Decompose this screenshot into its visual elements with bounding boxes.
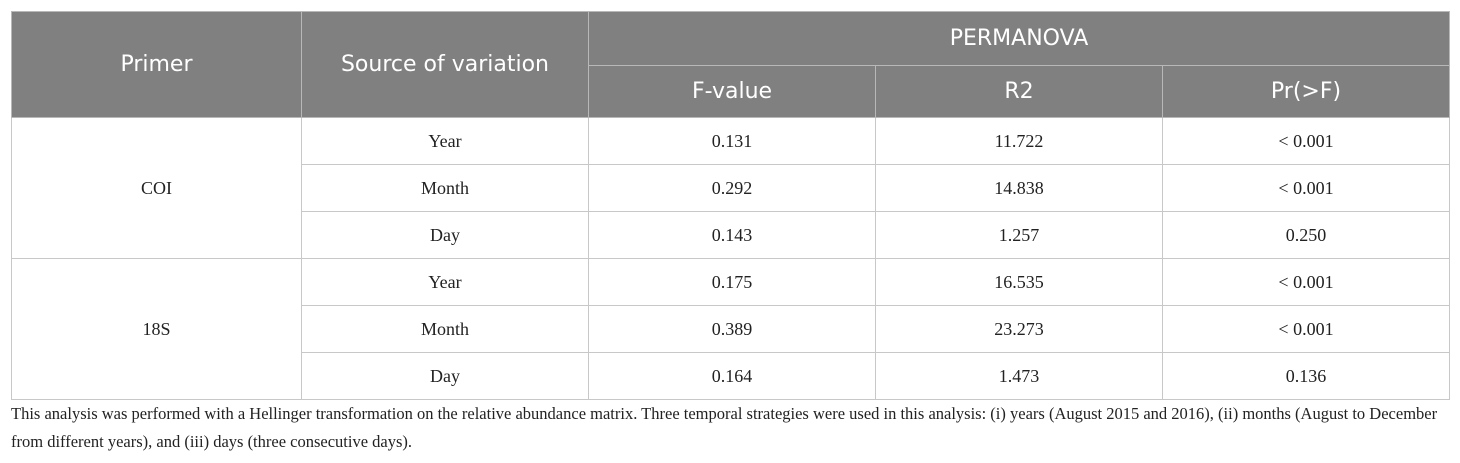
- value-cell: 14.838: [875, 164, 1163, 212]
- footnote: This analysis was performed with a Helli…: [11, 404, 1438, 451]
- results-table: Primer Source of variation PERMANOVA F-v…: [11, 11, 1451, 400]
- primer-header: Primer: [11, 11, 302, 118]
- value-cell: 0.250: [1161, 211, 1451, 259]
- source-cell: Day: [301, 211, 589, 259]
- value-cell: 0.136: [1161, 352, 1451, 400]
- column-header: F-value: [588, 65, 876, 118]
- group-header: PERMANOVA: [587, 11, 1451, 66]
- value-cell: 0.175: [588, 258, 876, 306]
- value-cell: < 0.001: [1161, 117, 1451, 165]
- source-cell: Month: [301, 305, 589, 353]
- table-row: Month 0.389 23.273 < 0.001: [12, 305, 1451, 353]
- value-cell: 0.164: [588, 352, 876, 400]
- value-cell: 11.722: [875, 117, 1163, 165]
- table-header: Primer Source of variation PERMANOVA F-v…: [11, 11, 1451, 118]
- value-cell: 0.389: [588, 305, 876, 353]
- source-cell: Year: [301, 117, 589, 165]
- value-cell: < 0.001: [1161, 258, 1451, 306]
- header-row: Primer Source of variation PERMANOVA: [11, 11, 1451, 118]
- table-row: Day 0.143 1.257 0.250: [12, 211, 1451, 259]
- primer-cell: COI: [11, 117, 302, 259]
- source-cell: Day: [301, 352, 589, 400]
- value-cell: 1.473: [875, 352, 1163, 400]
- column-header: Pr(>F): [1161, 65, 1451, 118]
- source-header: Source of variation: [301, 11, 589, 118]
- value-cell: 0.143: [588, 211, 876, 259]
- source-cell: Year: [301, 258, 589, 306]
- primer-cell: 18S: [11, 258, 302, 400]
- table-row: COI Year 0.131 11.722 < 0.001: [11, 117, 1451, 259]
- table-row: 18S Year 0.175 16.535 < 0.001: [11, 258, 1451, 400]
- table-body: COI Year 0.131 11.722 < 0.001 Month 0.292 14.83…: [11, 117, 1451, 400]
- value-cell: < 0.001: [1161, 305, 1451, 353]
- value-cell: 0.131: [588, 117, 876, 165]
- column-header: R2: [875, 65, 1163, 118]
- value-cell: 16.535: [875, 258, 1163, 306]
- source-cell: Month: [301, 164, 589, 212]
- value-cell: < 0.001: [1161, 164, 1451, 212]
- table-row: Day 0.164 1.473 0.136: [12, 352, 1451, 400]
- header-row: F-value R2 Pr(>F): [12, 65, 1451, 118]
- value-cell: 0.292: [588, 164, 876, 212]
- value-cell: 23.273: [875, 305, 1163, 353]
- value-cell: 1.257: [875, 211, 1163, 259]
